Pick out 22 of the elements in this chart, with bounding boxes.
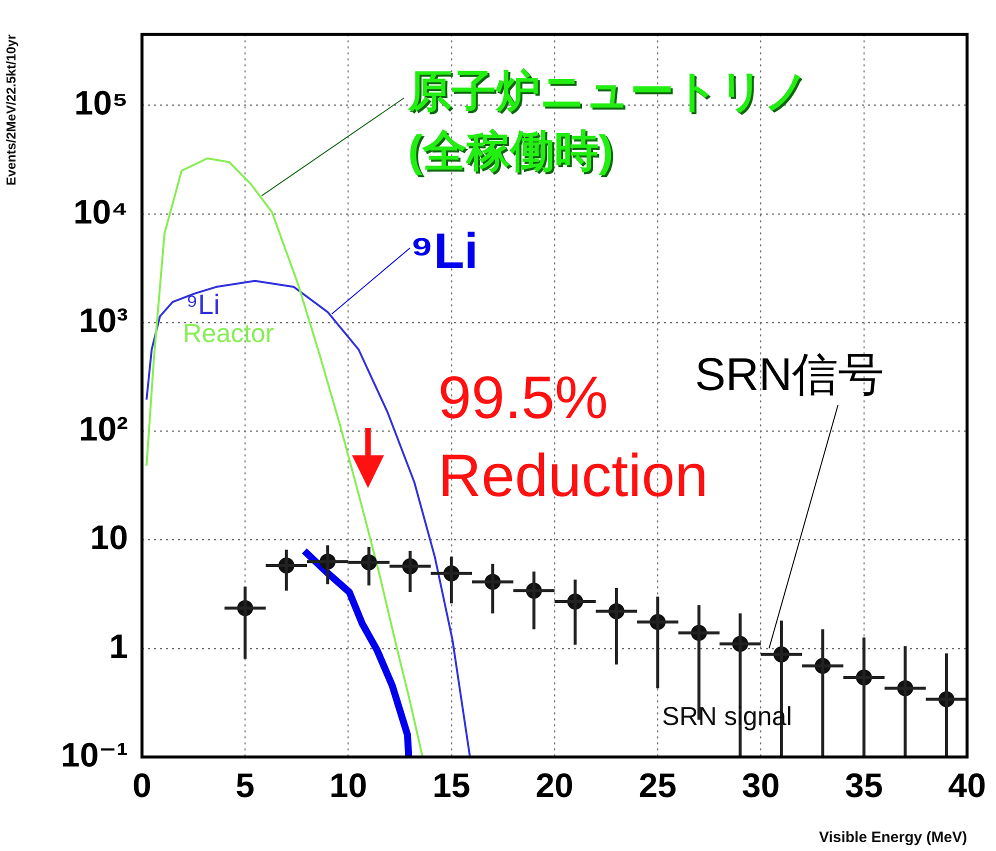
y-tick-label: 10 xyxy=(90,519,128,558)
y-tick-label: 10⁴ xyxy=(73,193,128,232)
annotation: 原子炉ニュートリノ (全稼働時) xyxy=(407,67,809,178)
y-axis-title: Events/2MeV/22.5kt/10yr xyxy=(3,34,18,186)
annotation: ⁹Li xyxy=(410,223,478,279)
x-axis-title: Visible Energy (MeV) xyxy=(818,829,968,846)
y-tick-label: 10² xyxy=(78,410,128,449)
x-tick-label: 15 xyxy=(432,766,470,805)
y-tick-label: 1 xyxy=(109,628,128,666)
y-tick-label: 10⁵ xyxy=(74,84,128,123)
x-tick-label: 20 xyxy=(536,766,574,805)
x-tick-label: 35 xyxy=(845,766,883,805)
x-tick-label: 10 xyxy=(329,766,368,805)
x-tick-label: 40 xyxy=(948,766,986,805)
y-tick-label: 10³ xyxy=(78,302,128,340)
series-label: Reactor xyxy=(183,318,274,348)
x-tick-label: 0 xyxy=(132,766,152,805)
x-tick-label: 5 xyxy=(236,766,255,805)
x-tick-label: 25 xyxy=(638,766,677,805)
x-tick-label: 30 xyxy=(742,766,780,805)
series-label: ⁹Li xyxy=(186,289,220,320)
y-tick-label: 10⁻¹ xyxy=(60,736,128,774)
